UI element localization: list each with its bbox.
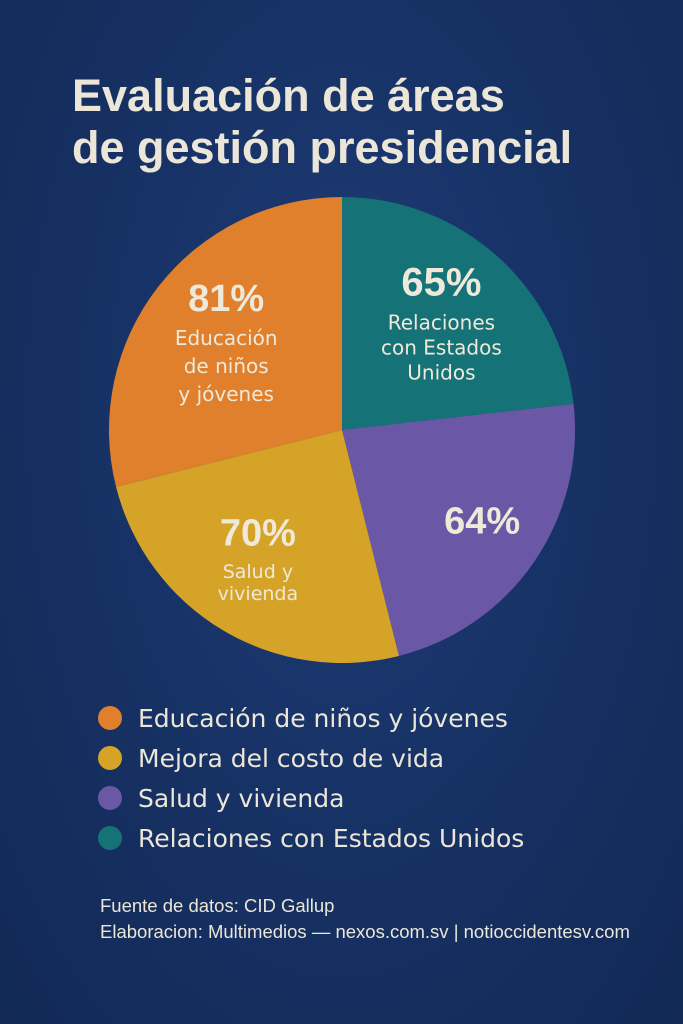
chart-title: Evaluación de áreas de gestión presidenc… [72, 70, 672, 174]
pie-category-label-3-line-1: de niños [184, 354, 269, 378]
pie-category-label-0-line-0: Relaciones [388, 310, 495, 334]
footer: Fuente de datos: CID Gallup Elaboracion:… [100, 893, 630, 945]
pie-percent-label-3: 81% [188, 278, 264, 320]
chart-title-line-1: Evaluación de áreas [72, 70, 505, 121]
legend-swatch-educacion [98, 706, 122, 730]
legend-item-educacion: Educación de niños y jóvenes [98, 698, 524, 738]
legend-item-costo-de-vida: Mejora del costo de vida [98, 738, 524, 778]
legend-label-costo-de-vida: Mejora del costo de vida [138, 743, 445, 773]
source-note: Fuente de datos: CID Gallup [100, 895, 335, 916]
chart-title-line-2: de gestión presidencial [72, 122, 573, 173]
legend-label-relaciones: Relaciones con Estados Unidos [138, 823, 525, 853]
pie-slice-0 [342, 197, 574, 430]
legend-label-educacion: Educación de niños y jóvenes [138, 703, 508, 733]
pie-category-label-3-line-2: y jóvenes [178, 382, 274, 406]
legend-label-salud: Salud y vivienda [138, 783, 345, 813]
pie-percent-label-2: 70% [220, 512, 296, 554]
pie-category-label-0-line-1: con Estados [381, 335, 502, 359]
pie-category-label-2-line-1: vivienda [218, 583, 298, 605]
pie-percent-label-1: 64% [444, 501, 520, 543]
pie-slice-3 [108, 197, 342, 487]
pie-slice-2 [116, 430, 399, 664]
legend: Educación de niños y jóvenes Mejora del … [98, 698, 524, 858]
pie-category-label-0-line-2: Unidos [407, 360, 475, 384]
legend-swatch-relaciones [98, 826, 122, 850]
pie-category-label-2-line-0: Salud y [223, 561, 293, 583]
legend-item-salud: Salud y vivienda [98, 778, 524, 818]
legend-swatch-salud [98, 786, 122, 810]
pie-chart: 65% Relaciones con Estados Unidos 64% 70% Salu… [108, 197, 575, 664]
legend-swatch-costo-de-vida [98, 746, 122, 770]
pie-category-label-3-line-0: Educación [175, 326, 278, 350]
credits-note: Elaboracion: Multimedios — nexos.com.sv … [100, 921, 630, 942]
legend-item-relaciones: Relaciones con Estados Unidos [98, 818, 524, 858]
pie-slice-1 [342, 403, 575, 656]
pie-percent-label-0: 65% [401, 260, 481, 304]
